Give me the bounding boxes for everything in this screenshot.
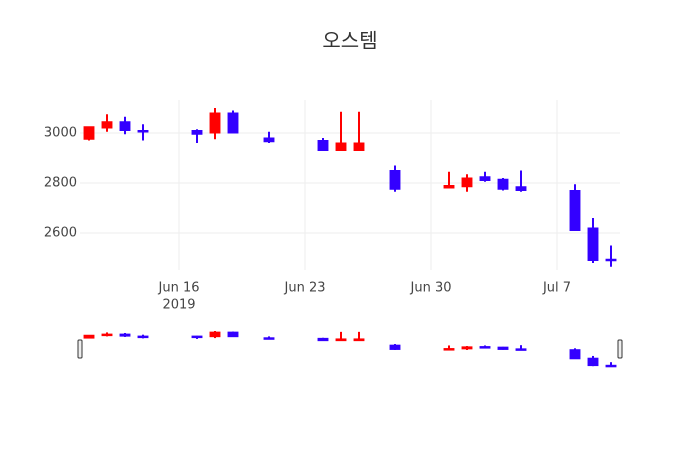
candle-body xyxy=(515,186,527,191)
slider-handle[interactable] xyxy=(77,339,83,359)
candle-body xyxy=(83,126,95,140)
x-tick-label: Jun 30 xyxy=(410,281,452,296)
slider-candle-body xyxy=(497,346,509,350)
slider-candle-body xyxy=(119,333,131,337)
slider-handle[interactable] xyxy=(617,339,623,359)
slider-candle-body xyxy=(335,338,347,342)
x-tick-sublabel: 2019 xyxy=(162,298,195,313)
candle-body xyxy=(209,112,221,134)
y-tick-label: 2600 xyxy=(44,226,77,241)
candle-body xyxy=(137,130,149,133)
x-tick-label: Jun 16 xyxy=(158,281,200,296)
range-slider xyxy=(80,330,620,368)
candle-body xyxy=(335,142,347,151)
candle-body xyxy=(191,130,203,135)
slider-candle-body xyxy=(605,364,617,368)
slider-candle-body xyxy=(569,349,581,360)
slider-candle-body xyxy=(479,346,491,349)
slider-candle-body xyxy=(461,346,473,350)
candle-body xyxy=(497,178,509,190)
candle-body xyxy=(605,258,617,262)
candle-body xyxy=(227,112,239,134)
candle-body xyxy=(101,121,113,129)
slider-candle-body xyxy=(353,338,365,342)
chart-title: 오스템 xyxy=(322,29,377,53)
y-tick-label: 2800 xyxy=(44,176,77,191)
candle-body xyxy=(587,227,599,261)
slider-candle-body xyxy=(137,335,149,339)
x-tick-label: Jul 7 xyxy=(542,281,571,296)
candle-body xyxy=(263,137,275,143)
slider-candle-body xyxy=(317,337,329,342)
slider-candle-body xyxy=(263,337,275,340)
candle-body xyxy=(479,176,491,181)
candle-body xyxy=(389,170,401,190)
candle-body xyxy=(353,142,365,151)
candle-body xyxy=(443,185,455,189)
slider-candle-body xyxy=(209,331,221,338)
y-tick-label: 3000 xyxy=(44,126,77,141)
slider-candle-body xyxy=(587,357,599,367)
slider-candle-body xyxy=(227,331,239,338)
candle-body xyxy=(569,190,581,231)
slider-candle-body xyxy=(101,333,113,337)
slider-candle-body xyxy=(443,348,455,351)
slider-candle-body xyxy=(389,344,401,350)
candle-body xyxy=(119,121,131,131)
slider-candle-body xyxy=(83,334,95,339)
slider-candle-body xyxy=(191,335,203,339)
candle-body xyxy=(461,177,473,188)
x-tick-label: Jun 23 xyxy=(284,281,326,296)
slider-candle-body xyxy=(515,348,527,351)
candle-body xyxy=(317,140,329,151)
